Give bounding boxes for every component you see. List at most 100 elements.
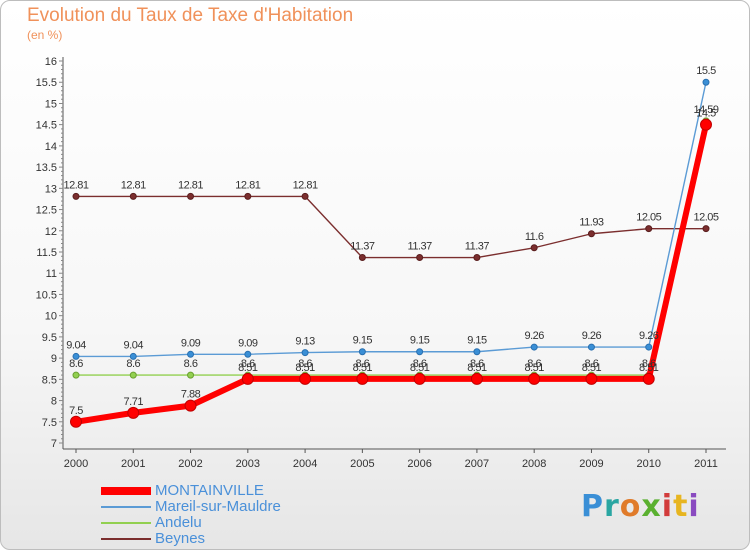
data-point-beynes	[129, 192, 137, 200]
y-tick-label: 8	[51, 396, 57, 408]
data-point-montainville	[700, 118, 712, 131]
data-point-mareil-sur-mauldre	[129, 352, 137, 360]
data-label-beynes: 11.37	[350, 241, 375, 253]
proxiti-logo: Proxiti	[581, 489, 700, 524]
y-tick-label: 14.5	[36, 120, 57, 132]
data-label-andelu: 8.6	[184, 358, 198, 370]
data-point-andelu	[72, 371, 80, 379]
data-point-beynes	[416, 254, 424, 262]
data-point-andelu	[187, 371, 195, 379]
data-label-montainville: 8.51	[582, 362, 602, 374]
data-label-beynes: 12.81	[178, 179, 203, 191]
data-point-mareil-sur-mauldre	[72, 352, 80, 360]
data-label-andelu: 8.6	[355, 358, 369, 370]
data-point-montainville	[642, 372, 655, 385]
chart-title: Evolution du Taux de Taxe d'Habitation	[27, 5, 354, 26]
y-tick-label: 15	[45, 98, 57, 110]
data-label-beynes: 11.37	[408, 241, 433, 253]
legend-label: MONTAINVILLE	[155, 482, 264, 499]
x-tick-label: 2008	[522, 458, 546, 470]
data-point-beynes	[645, 225, 653, 233]
data-label-beynes: 12.05	[636, 212, 661, 224]
data-label-mareil-sur-mauldre: 9.15	[353, 335, 373, 347]
data-point-montainville	[184, 399, 197, 412]
data-point-beynes	[187, 192, 195, 200]
data-label-andelu: 8.6	[642, 358, 656, 370]
data-label-andelu: 8.6	[69, 358, 83, 370]
data-label-montainville: 8.51	[639, 362, 659, 374]
legend-label: Andelu	[155, 514, 202, 531]
data-label-andelu: 8.6	[298, 358, 312, 370]
x-tick-label: 2005	[350, 458, 374, 470]
data-label-mareil-sur-mauldre: 9.04	[66, 339, 86, 351]
x-tick-label: 2000	[64, 458, 88, 470]
y-tick-label: 13	[45, 183, 57, 195]
x-tick-label: 2001	[121, 458, 145, 470]
data-label-andelu: 8.6	[585, 358, 599, 370]
y-tick-label: 13.5	[36, 162, 57, 174]
data-label-montainville: 14.5	[696, 108, 716, 120]
data-point-mareil-sur-mauldre	[416, 348, 424, 356]
data-label-montainville: 7.5	[69, 405, 83, 417]
data-point-beynes	[530, 244, 538, 252]
data-label-mareil-sur-mauldre: 9.09	[181, 337, 201, 349]
data-label-beynes: 11.6	[525, 231, 544, 243]
y-tick-label: 12	[45, 226, 57, 238]
data-label-andelu: 8.6	[413, 358, 427, 370]
data-point-mareil-sur-mauldre	[530, 343, 538, 351]
data-label-montainville: 7.71	[124, 396, 144, 408]
data-label-montainville: 7.88	[181, 389, 201, 401]
data-point-beynes	[702, 225, 710, 233]
data-label-beynes: 12.81	[121, 179, 146, 191]
y-tick-label: 8.5	[42, 374, 57, 386]
data-point-montainville	[356, 372, 369, 385]
data-point-mareil-sur-mauldre	[473, 348, 481, 356]
logo-letter: r	[604, 489, 620, 524]
data-label-beynes: 12.81	[293, 179, 318, 191]
x-tick-label: 2009	[579, 458, 603, 470]
x-tick-label: 2011	[694, 458, 718, 470]
data-label-mareil-sur-mauldre: 15.5	[696, 65, 716, 77]
data-label-beynes: 11.37	[465, 241, 490, 253]
data-labels-layer: 7.57.717.888.51 8.51 8.51 8.51 8.51 8.51 8.51 8…	[63, 65, 719, 417]
data-label-mareil-sur-mauldre: 9.26	[524, 330, 544, 342]
data-label-montainville: 8.51	[410, 362, 430, 374]
legend-label: Beynes	[155, 530, 206, 547]
data-label-mareil-sur-mauldre: 9.13	[295, 336, 315, 348]
data-point-beynes	[473, 254, 481, 262]
data-label-beynes: 12.05	[693, 212, 718, 224]
legend-label: Mareil-sur-Mauldre	[155, 498, 281, 515]
data-point-montainville	[528, 372, 541, 385]
series-layer	[70, 78, 712, 428]
data-point-mareil-sur-mauldre	[187, 350, 195, 358]
data-label-andelu: 8.6	[527, 358, 541, 370]
data-point-beynes	[587, 230, 595, 238]
data-point-beynes	[244, 192, 252, 200]
data-point-montainville	[470, 372, 483, 385]
data-label-montainville: 8.51	[524, 362, 544, 374]
logo-letter: i	[688, 489, 700, 524]
data-label-montainville: 8.51	[238, 362, 258, 374]
data-label-mareil-sur-mauldre: 9.26	[582, 330, 602, 342]
data-point-montainville	[241, 372, 254, 385]
data-label-mareil-sur-mauldre: 9.26	[639, 330, 659, 342]
data-label-beynes: 12.81	[63, 179, 88, 191]
x-tick-label: 2003	[236, 458, 260, 470]
legend-swatch	[101, 487, 151, 495]
data-label-montainville: 8.51	[353, 362, 373, 374]
x-tick-label: 2007	[465, 458, 489, 470]
data-point-mareil-sur-mauldre	[358, 348, 366, 356]
data-point-montainville	[299, 372, 312, 385]
x-tick-label: 2006	[407, 458, 431, 470]
data-point-beynes	[301, 192, 309, 200]
data-label-andelu: 14.59	[693, 104, 718, 116]
series-line-andelu	[75, 120, 707, 376]
logo-letter: x	[641, 489, 662, 524]
data-point-beynes	[72, 192, 80, 200]
logo-letter: o	[619, 489, 642, 524]
data-label-montainville: 8.51	[467, 362, 487, 374]
data-label-beynes: 12.81	[235, 179, 260, 191]
data-point-montainville	[127, 406, 140, 419]
y-tick-label: 15.5	[36, 77, 57, 89]
